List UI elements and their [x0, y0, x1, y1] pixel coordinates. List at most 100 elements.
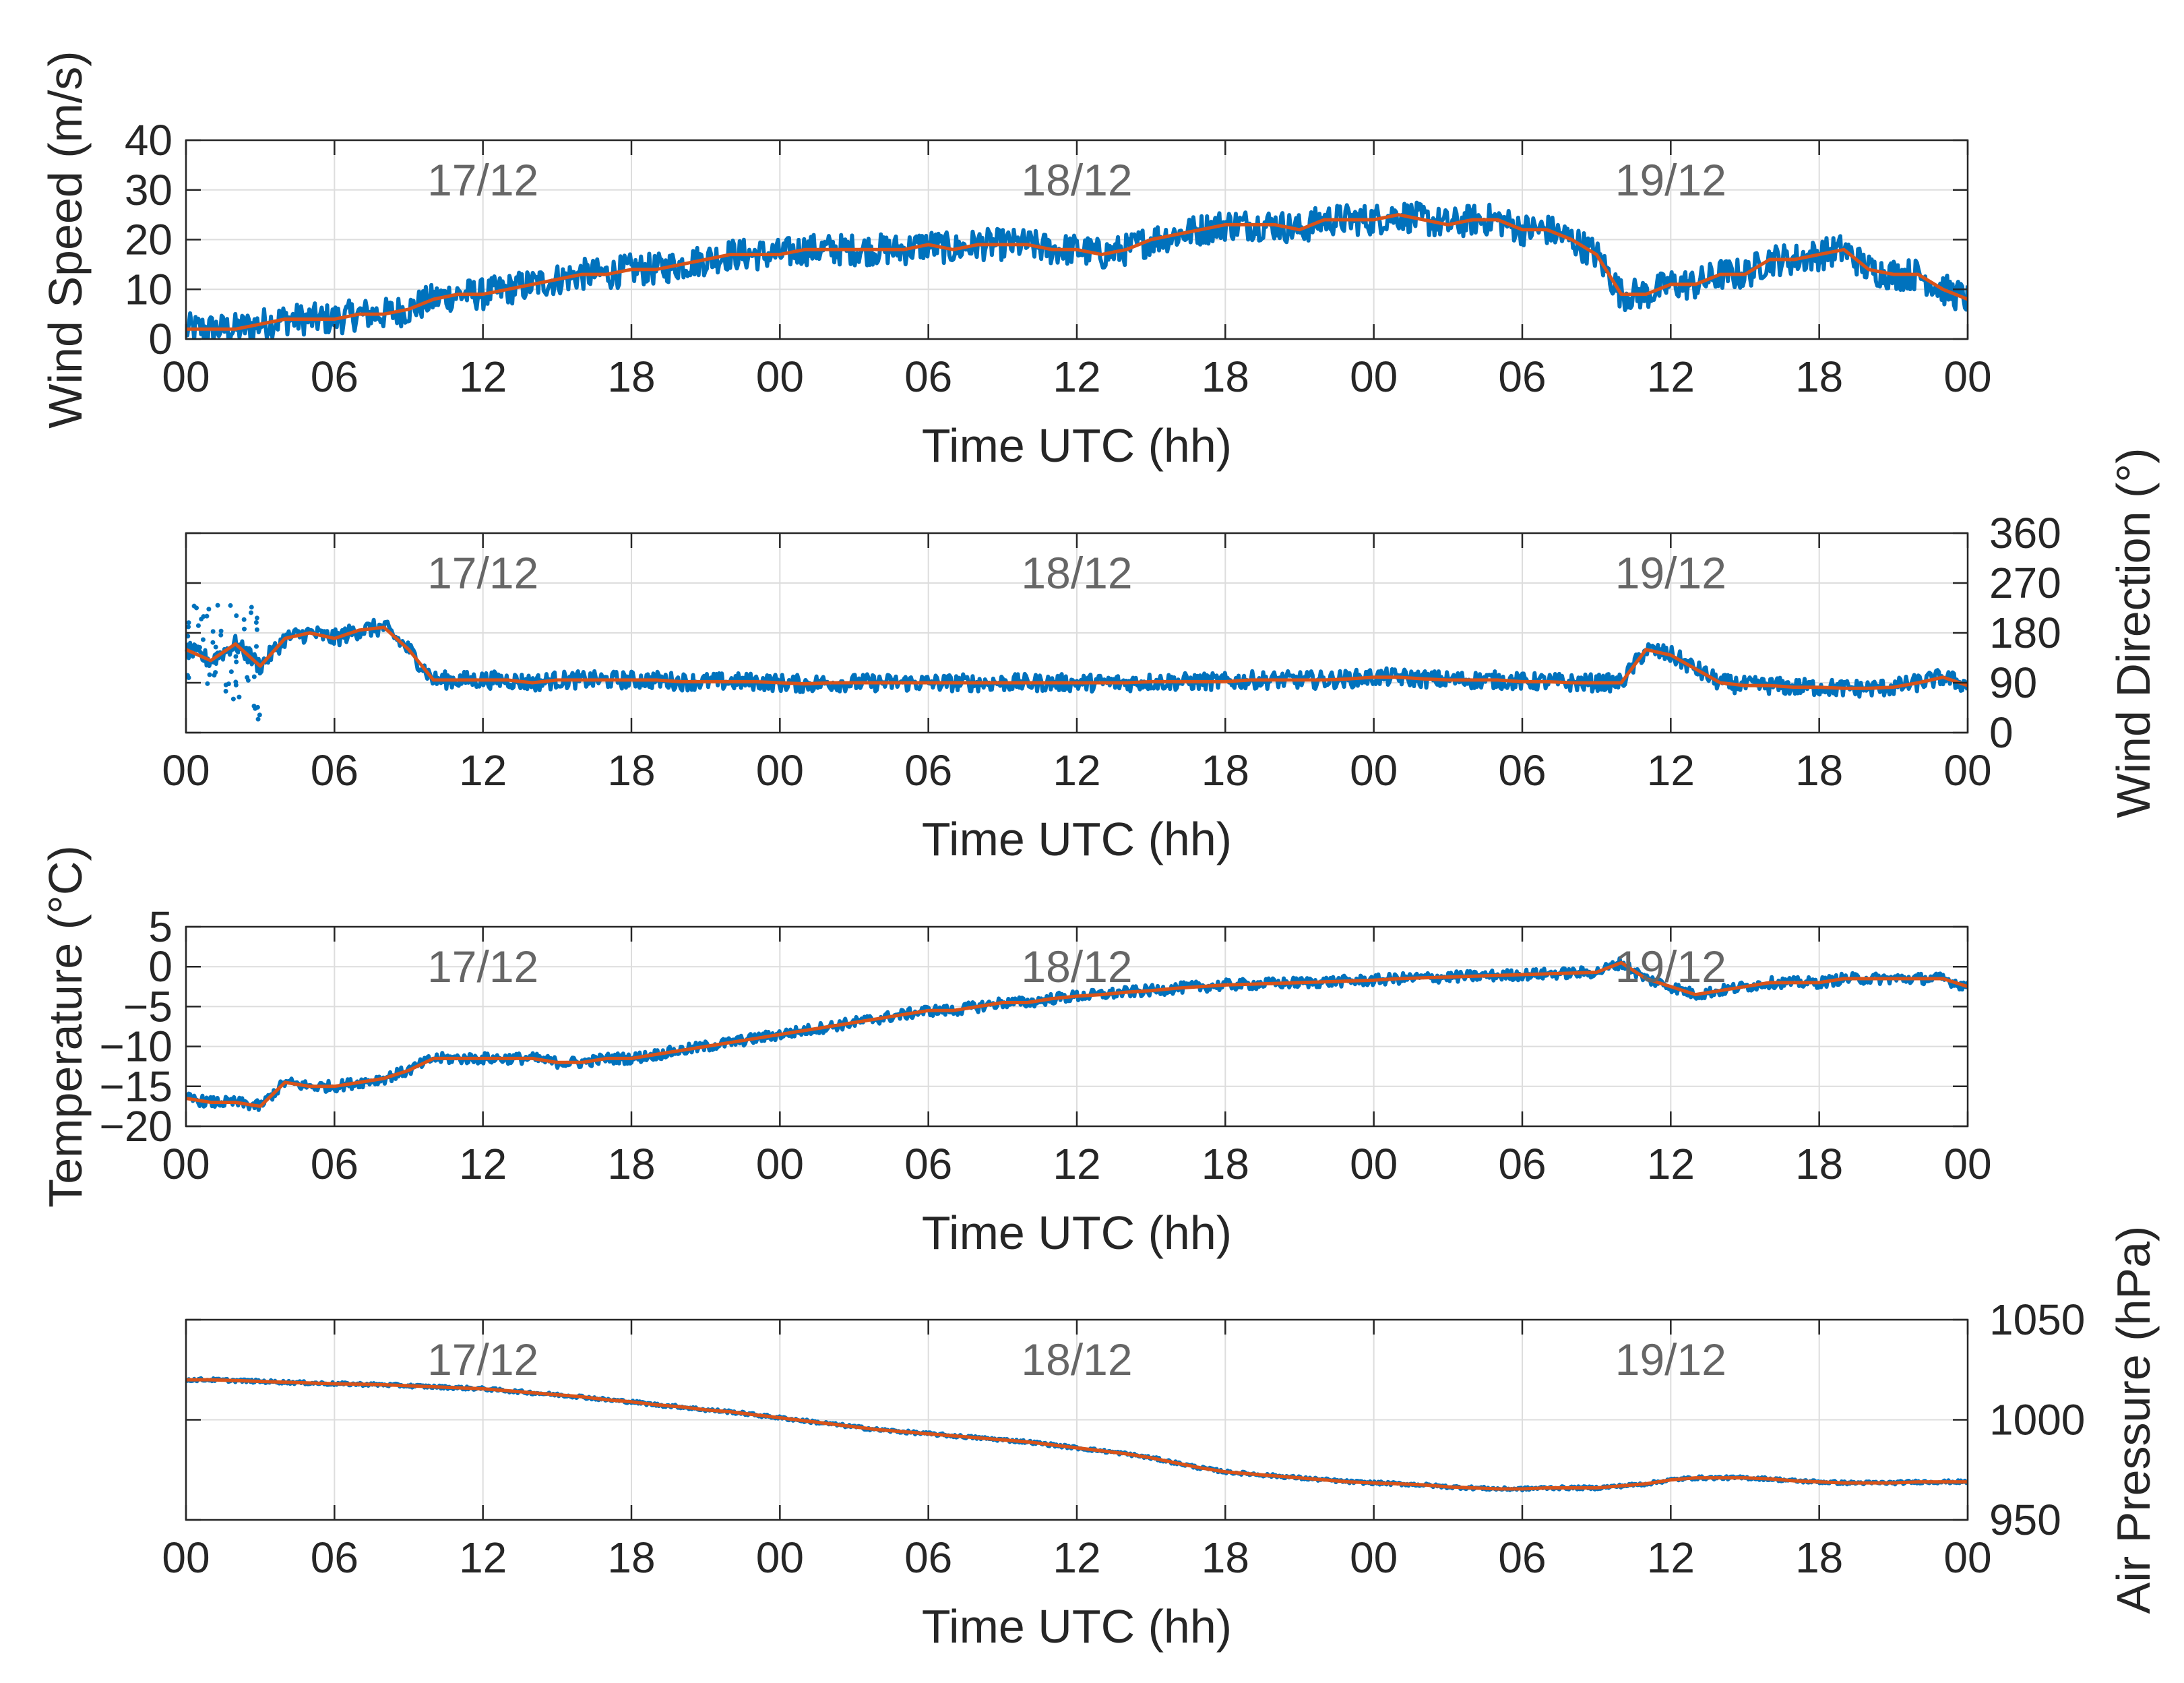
x-tick-label: 06: [904, 746, 952, 795]
x-tick-label: 12: [459, 1140, 507, 1188]
y-tick-label: 180: [1989, 609, 2061, 657]
x-tick-label: 18: [1202, 1140, 1249, 1188]
y-tick-label: 30: [125, 166, 173, 214]
date-annotation: 18/12: [1021, 548, 1132, 598]
date-annotation: 17/12: [427, 942, 538, 991]
raw-point: [213, 644, 218, 650]
x-tick-label: 18: [1202, 1533, 1249, 1582]
x-tick-label: 00: [756, 746, 804, 795]
raw-point: [197, 645, 202, 650]
raw-point: [207, 672, 212, 677]
y-tick-label: 1050: [1989, 1295, 2085, 1344]
x-tick-label: 12: [459, 1533, 507, 1582]
x-tick-label: 00: [1943, 353, 1991, 401]
x-axis-label: Time UTC (hh): [922, 813, 1232, 865]
raw-point: [191, 603, 197, 609]
y-tick-label: 950: [1989, 1496, 2061, 1544]
raw-point: [186, 675, 191, 681]
raw-point: [200, 637, 206, 642]
date-annotation: 19/12: [1615, 548, 1726, 598]
y-tick-label: 90: [1989, 659, 2037, 707]
x-tick-label: 06: [311, 1533, 358, 1582]
raw-point: [253, 619, 259, 625]
raw-point: [255, 716, 261, 722]
raw-point: [205, 681, 210, 686]
panel-2: 00 06 12 18 00 06 12 18 00 06 12 18 00090180270360Ti…: [162, 448, 2160, 865]
x-tick-label: 00: [1943, 1140, 1991, 1188]
x-tick-label: 18: [1795, 746, 1843, 795]
x-tick-label: 12: [459, 746, 507, 795]
x-tick-label: 00: [1350, 1533, 1398, 1582]
x-tick-label: 12: [1053, 1140, 1100, 1188]
raw-point: [215, 603, 220, 608]
x-tick-label: 06: [311, 353, 358, 401]
date-annotation: 19/12: [1615, 1335, 1726, 1384]
y-tick-label: 20: [125, 216, 173, 264]
raw-point: [204, 613, 210, 619]
raw-point: [186, 620, 191, 625]
x-tick-label: 06: [1498, 1140, 1546, 1188]
x-tick-label: 12: [1647, 746, 1695, 795]
x-tick-label: 00: [756, 1533, 804, 1582]
y-tick-label: 10: [125, 265, 173, 313]
x-tick-label: 18: [607, 1533, 655, 1582]
x-tick-label: 00: [1350, 1140, 1398, 1188]
x-tick-label: 12: [1053, 746, 1100, 795]
date-annotation: 18/12: [1021, 942, 1132, 991]
x-tick-label: 06: [1498, 746, 1546, 795]
raw-point: [228, 603, 233, 608]
raw-point: [233, 682, 239, 687]
y-tick-label: 1000: [1989, 1396, 2085, 1444]
y-tick-label: 0: [1989, 708, 2014, 757]
panel-1: 00 06 12 18 00 06 12 18 00 06 12 18 00010203040Time …: [39, 51, 1992, 472]
panel-4: 00 06 12 18 00 06 12 18 00 06 12 18 0095010001050Tim…: [162, 1226, 2160, 1653]
raw-point: [247, 646, 252, 651]
x-tick-label: 18: [607, 353, 655, 401]
panel-3: 00 06 12 18 00 06 12 18 00 06 12 18 00−20−15−10−505T…: [39, 845, 1992, 1259]
x-tick-label: 00: [162, 1533, 210, 1582]
raw-point: [233, 654, 239, 659]
raw-point: [241, 617, 247, 622]
date-annotation: 18/12: [1021, 1335, 1132, 1384]
x-tick-label: 06: [1498, 353, 1546, 401]
y-tick-label: 0: [148, 315, 173, 363]
raw-point: [186, 624, 191, 630]
raw-point: [199, 616, 204, 621]
raw-point: [257, 712, 262, 718]
raw-point: [195, 623, 201, 628]
x-tick-label: 12: [1647, 353, 1695, 401]
x-tick-label: 12: [459, 353, 507, 401]
x-axis-label: Time UTC (hh): [922, 1206, 1232, 1259]
y-tick-label: −20: [99, 1102, 173, 1151]
raw-point: [235, 649, 241, 654]
raw-point: [251, 674, 257, 679]
x-tick-label: 00: [756, 1140, 804, 1188]
raw-point: [254, 615, 259, 621]
y-tick-label: −15: [99, 1062, 173, 1111]
raw-point: [206, 607, 212, 612]
raw-point: [254, 627, 259, 632]
y-tick-label: 270: [1989, 559, 2061, 607]
raw-point: [223, 688, 228, 694]
raw-point: [212, 673, 217, 678]
y-tick-label: −10: [99, 1022, 173, 1071]
raw-point: [234, 659, 239, 665]
raw-point: [255, 704, 260, 710]
mean-series-line: [186, 213, 1968, 331]
x-tick-label: 18: [1202, 746, 1249, 795]
x-tick-label: 12: [1053, 353, 1100, 401]
mean-series-line: [186, 960, 1968, 1108]
raw-point: [210, 640, 216, 645]
x-tick-label: 18: [607, 1140, 655, 1188]
raw-point: [230, 696, 236, 702]
raw-series-line: [186, 200, 1968, 339]
x-tick-label: 06: [904, 1533, 952, 1582]
x-tick-label: 00: [1943, 746, 1991, 795]
x-tick-label: 00: [162, 1140, 210, 1188]
x-axis-label: Time UTC (hh): [922, 419, 1232, 472]
x-tick-label: 06: [1498, 1533, 1546, 1582]
raw-point: [218, 632, 224, 638]
raw-point: [242, 626, 247, 632]
x-tick-label: 12: [1053, 1533, 1100, 1582]
